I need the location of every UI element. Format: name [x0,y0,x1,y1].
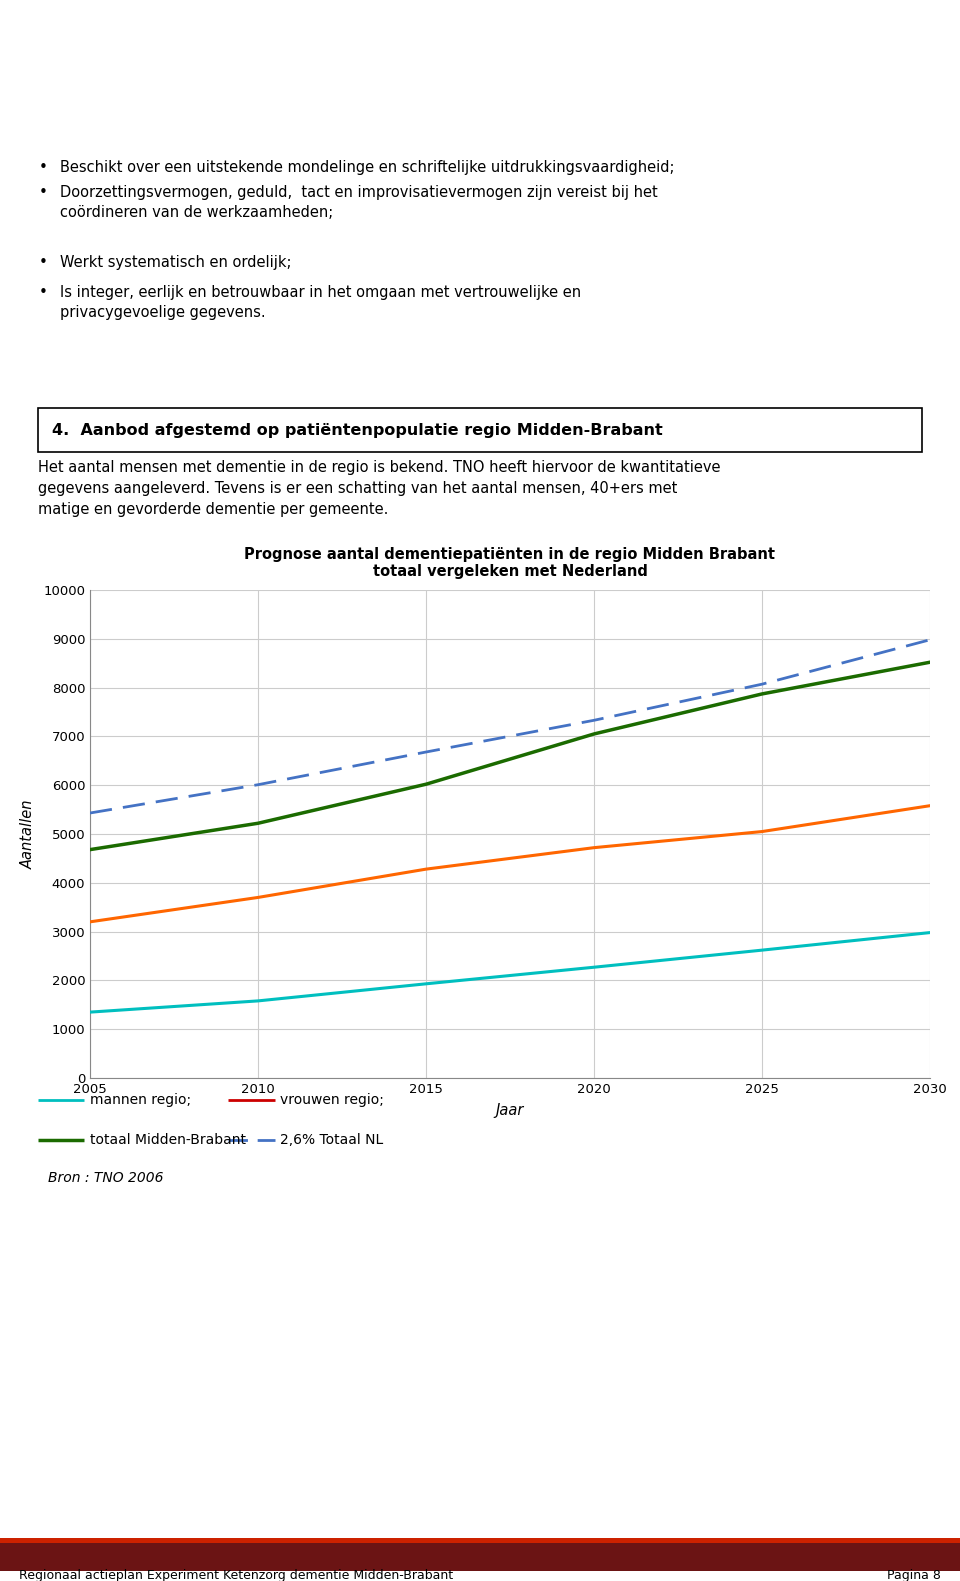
X-axis label: Jaar: Jaar [495,1104,524,1118]
Text: Pagina 8: Pagina 8 [887,1570,941,1581]
Text: 4.  Aanbod afgestemd op patiëntenpopulatie regio Midden-Brabant: 4. Aanbod afgestemd op patiëntenpopulati… [52,422,662,438]
Text: vrouwen regio;: vrouwen regio; [280,1094,384,1107]
Text: Werkt systematisch en ordelijk;: Werkt systematisch en ordelijk; [60,255,292,270]
Title: Prognose aantal dementiepatiënten in de regio Midden Brabant
totaal vergeleken m: Prognose aantal dementiepatiënten in de … [245,547,776,579]
Text: Bron : TNO 2006: Bron : TNO 2006 [48,1170,163,1184]
Text: Beschikt over een uitstekende mondelinge en schriftelijke uitdrukkingsvaardighei: Beschikt over een uitstekende mondelinge… [60,160,675,175]
Text: •: • [38,255,47,270]
Text: Doorzettingsvermogen, geduld,  tact en improvisatievermogen zijn vereist bij het: Doorzettingsvermogen, geduld, tact en im… [60,185,659,220]
Y-axis label: Aantallen: Aantallen [21,800,36,868]
Text: 2,6% Totaal NL: 2,6% Totaal NL [280,1132,384,1146]
Text: Regionaal actieplan Experiment Ketenzorg dementie Midden-Brabant: Regionaal actieplan Experiment Ketenzorg… [19,1570,453,1581]
Text: •: • [38,185,47,201]
Text: totaal Midden-Brabant: totaal Midden-Brabant [90,1132,246,1146]
Text: •: • [38,285,47,300]
Text: •: • [38,160,47,175]
Text: mannen regio;: mannen regio; [90,1094,191,1107]
Text: Het aantal mensen met dementie in de regio is bekend. TNO heeft hiervoor de kwan: Het aantal mensen met dementie in de reg… [38,460,721,517]
Text: Is integer, eerlijk en betrouwbaar in het omgaan met vertrouwelijke en
privacyge: Is integer, eerlijk en betrouwbaar in he… [60,285,582,319]
